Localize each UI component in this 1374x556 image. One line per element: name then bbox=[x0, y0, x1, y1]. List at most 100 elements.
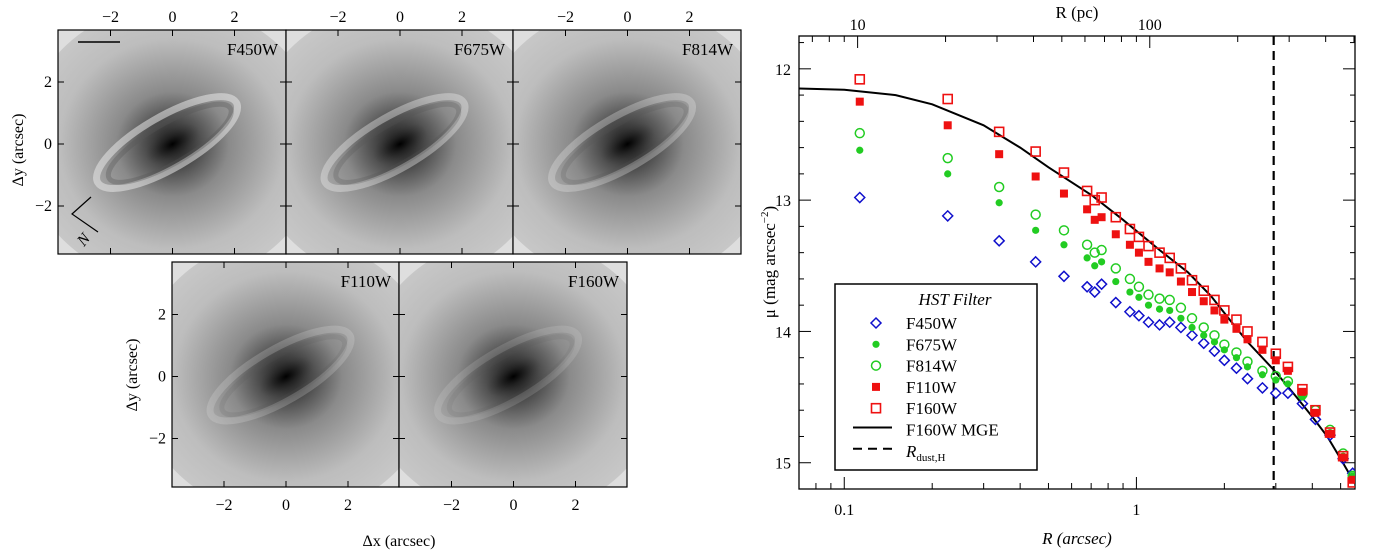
galaxy-core bbox=[486, 356, 541, 397]
point-f110w bbox=[1243, 335, 1252, 344]
image-top-tick-label: 2 bbox=[231, 9, 239, 26]
point-f160w bbox=[1242, 326, 1253, 337]
chart-ylabel: μ (mag arcsec−2) bbox=[759, 206, 779, 318]
legend-label: F814W bbox=[906, 357, 958, 376]
point-f675w bbox=[995, 199, 1003, 207]
legend-label: F110W bbox=[906, 378, 957, 397]
point-f675w bbox=[1126, 288, 1134, 296]
dust-lane bbox=[333, 101, 462, 185]
dust-lane bbox=[105, 101, 234, 185]
point-f160w bbox=[1270, 348, 1282, 360]
chart-legend: HST Filter F450W F675W F814W F110W F160W F160W… bbox=[834, 283, 1038, 471]
legend-label: F160W bbox=[906, 399, 958, 418]
image-top-tick-label: 2 bbox=[458, 9, 466, 26]
image-xlabel: Δx (arcsec) bbox=[363, 533, 436, 550]
point-f450w bbox=[1163, 316, 1176, 329]
dust-ring bbox=[434, 325, 583, 425]
point-f110w bbox=[995, 150, 1004, 159]
point-f110w bbox=[1031, 172, 1040, 181]
dust-lane bbox=[219, 334, 348, 418]
point-f450w bbox=[1153, 318, 1166, 331]
point-f675w bbox=[1112, 277, 1120, 286]
image-bottom-tick-label: −2 bbox=[215, 497, 232, 514]
legend-box bbox=[834, 283, 1038, 471]
image-ylabel-top: Δy (arcsec) bbox=[10, 114, 27, 187]
point-f450w bbox=[1109, 296, 1122, 309]
top-tick-label: 10 bbox=[850, 17, 866, 34]
point-f110w bbox=[1348, 475, 1355, 484]
point-f814w bbox=[1242, 356, 1253, 367]
point-f814w bbox=[1231, 347, 1242, 358]
point-f110w bbox=[1176, 277, 1185, 286]
chart-lines bbox=[799, 36, 1355, 489]
point-f450w bbox=[1230, 362, 1243, 375]
point-f814w bbox=[1209, 330, 1220, 341]
point-f814w bbox=[1198, 322, 1209, 333]
point-f675w bbox=[1220, 346, 1228, 354]
point-f675w bbox=[1166, 306, 1174, 315]
point-f110w bbox=[1097, 213, 1106, 222]
point-f160w bbox=[1198, 285, 1210, 297]
point-f110w bbox=[1059, 189, 1068, 198]
legend-marker-f675w bbox=[872, 340, 880, 348]
point-f814w bbox=[1282, 376, 1294, 387]
point-f675w bbox=[1177, 314, 1185, 322]
legend-label: F450W bbox=[906, 314, 958, 333]
point-f160w bbox=[1186, 274, 1198, 286]
point-f160w bbox=[1219, 305, 1230, 316]
point-f814w bbox=[1089, 247, 1100, 258]
point-f450w bbox=[1309, 413, 1322, 426]
point-f450w bbox=[1029, 255, 1042, 268]
image-top-tick-label: 0 bbox=[396, 9, 404, 26]
point-f160w bbox=[993, 126, 1005, 138]
point-f160w bbox=[1143, 240, 1154, 252]
point-f450w bbox=[1174, 321, 1187, 334]
point-f160w bbox=[854, 74, 866, 85]
dust-ring bbox=[206, 325, 355, 425]
image-panel-f814w: F814W −2 0 2 bbox=[512, 9, 742, 255]
point-f110w bbox=[1144, 257, 1153, 266]
point-f160w bbox=[1324, 427, 1336, 438]
image-panel-f110w: F110W −2 −2 0 0 2 2 bbox=[149, 261, 400, 514]
y-tick-label: 15 bbox=[775, 456, 791, 473]
point-f450w bbox=[1057, 270, 1071, 283]
point-f814w bbox=[1154, 293, 1165, 304]
point-f675w bbox=[1135, 293, 1143, 301]
point-f450w bbox=[1142, 316, 1155, 329]
point-f814w bbox=[1175, 302, 1187, 314]
point-f160w bbox=[1058, 167, 1070, 178]
filter-label: F110W bbox=[341, 272, 392, 291]
chart-ylabel-main: μ (mag arcsec bbox=[760, 223, 779, 318]
image-bottom-tick-label: 2 bbox=[572, 497, 580, 514]
image-top-tick-label: −2 bbox=[102, 9, 119, 26]
x-tick-label: 0.1 bbox=[834, 502, 854, 519]
point-f675w bbox=[1144, 301, 1153, 309]
point-f160w bbox=[1310, 404, 1321, 416]
point-f110w bbox=[1199, 297, 1208, 306]
point-f110w bbox=[1298, 387, 1307, 396]
point-f814w bbox=[1110, 263, 1122, 274]
top-tick-label: 100 bbox=[1138, 17, 1162, 34]
point-f675w bbox=[1091, 262, 1099, 270]
mge-model-line bbox=[799, 87, 1355, 485]
dust-ring bbox=[548, 93, 697, 192]
y-tick-label: 12 bbox=[775, 62, 791, 79]
image-bottom-tick-label: 0 bbox=[282, 497, 290, 514]
dust-lane bbox=[560, 101, 689, 185]
point-f675w bbox=[1060, 241, 1068, 249]
point-f160w bbox=[1110, 211, 1122, 223]
point-f160w bbox=[1257, 336, 1268, 348]
image-bottom-tick-label: −2 bbox=[443, 497, 460, 514]
galaxy-core bbox=[258, 356, 314, 397]
point-f814w bbox=[1143, 289, 1154, 300]
point-f160w bbox=[1124, 223, 1136, 235]
image-left-tick-label: 0 bbox=[158, 369, 166, 386]
x-tick-label: 1 bbox=[1132, 502, 1140, 519]
y-tick-label: 13 bbox=[775, 193, 791, 210]
chart-ticks: 0.1 1 10 100 12 13 14 15 bbox=[775, 17, 1355, 519]
filter-label: F160W bbox=[568, 272, 620, 291]
point-f110w bbox=[1232, 324, 1241, 333]
galaxy-core bbox=[600, 123, 655, 165]
legend-marker-f160w bbox=[870, 402, 882, 414]
